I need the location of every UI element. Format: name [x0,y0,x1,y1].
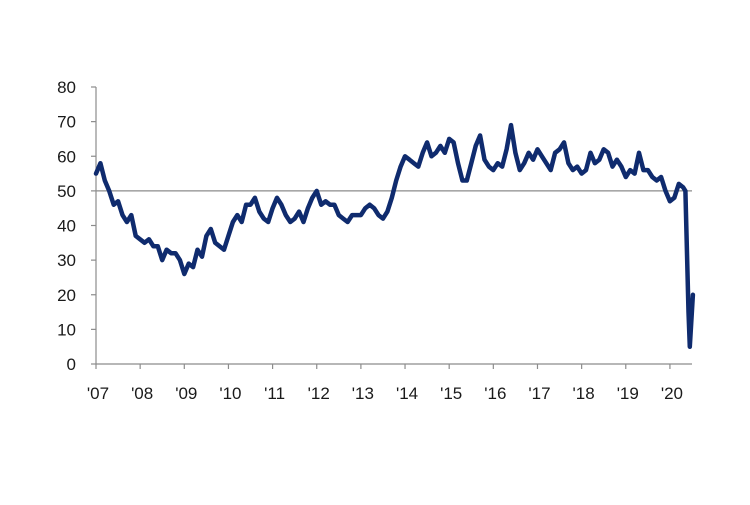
x-tick-label: '10 [219,384,241,403]
y-tick-label: 60 [57,147,76,166]
y-tick-label: 80 [57,78,76,97]
x-axis: '07 '08 '09 '10 '11 '12 '13 '14 '15 '16 '17 '18 '19 '… [87,363,692,403]
x-tick-label: '20 [661,384,683,403]
x-tick-label: '15 [440,384,462,403]
y-tick-label: 40 [57,217,76,236]
x-tick-label: '11 [264,384,285,403]
series-group [93,122,696,349]
series-line-0 [93,122,696,349]
y-axis: 0 10 20 30 40 50 60 70 80 [57,78,97,374]
x-tick-label: '18 [573,384,595,403]
x-tick-label: '19 [617,384,639,403]
x-tick-label: '16 [484,384,506,403]
y-tick-label: 0 [67,355,76,374]
y-tick-label: 50 [57,182,76,201]
y-tick-label: 70 [57,113,76,132]
x-tick-label: '12 [308,384,330,403]
x-tick-label: '13 [352,384,374,403]
y-tick-label: 20 [57,286,76,305]
x-tick-label: '07 [87,384,109,403]
y-tick-label: 30 [57,251,76,270]
y-tick-label: 10 [57,320,76,339]
x-tick-label: '08 [131,384,153,403]
x-tick-label: '14 [396,384,418,403]
x-tick-label: '17 [528,384,550,403]
x-tick-label: '09 [175,384,197,403]
